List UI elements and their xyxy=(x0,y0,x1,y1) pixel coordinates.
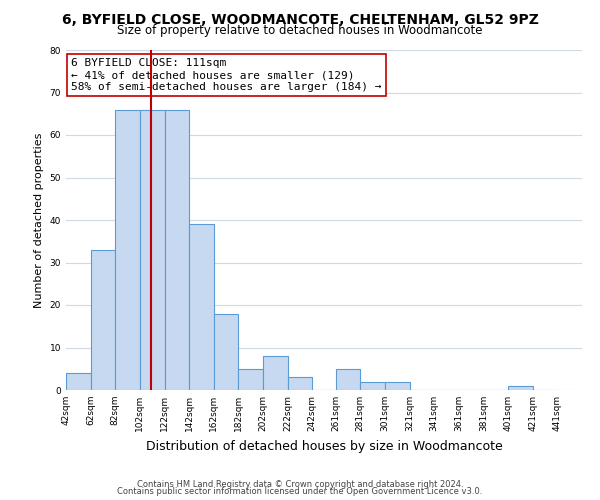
Bar xyxy=(115,110,140,390)
Bar xyxy=(385,382,410,390)
Bar xyxy=(238,369,263,390)
Bar xyxy=(287,378,313,390)
X-axis label: Distribution of detached houses by size in Woodmancote: Distribution of detached houses by size … xyxy=(146,440,502,452)
Bar xyxy=(214,314,238,390)
Text: Contains HM Land Registry data © Crown copyright and database right 2024.: Contains HM Land Registry data © Crown c… xyxy=(137,480,463,489)
Bar xyxy=(361,382,385,390)
Text: Contains public sector information licensed under the Open Government Licence v3: Contains public sector information licen… xyxy=(118,487,482,496)
Text: 6, BYFIELD CLOSE, WOODMANCOTE, CHELTENHAM, GL52 9PZ: 6, BYFIELD CLOSE, WOODMANCOTE, CHELTENHA… xyxy=(62,12,538,26)
Bar xyxy=(140,110,164,390)
Text: Size of property relative to detached houses in Woodmancote: Size of property relative to detached ho… xyxy=(117,24,483,37)
Bar xyxy=(164,110,189,390)
Bar xyxy=(335,369,361,390)
Bar xyxy=(91,250,115,390)
Bar xyxy=(508,386,533,390)
Bar xyxy=(263,356,287,390)
Y-axis label: Number of detached properties: Number of detached properties xyxy=(34,132,44,308)
Bar xyxy=(66,373,91,390)
Bar xyxy=(189,224,214,390)
Text: 6 BYFIELD CLOSE: 111sqm
← 41% of detached houses are smaller (129)
58% of semi-d: 6 BYFIELD CLOSE: 111sqm ← 41% of detache… xyxy=(71,58,382,92)
